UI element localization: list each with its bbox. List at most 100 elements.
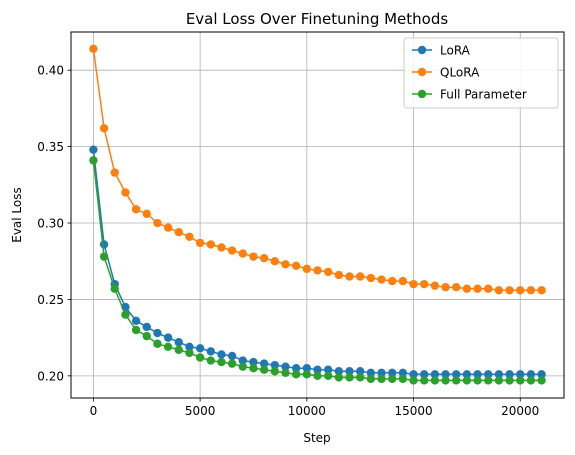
data-point-lora [516,370,525,379]
data-point-qlora [142,209,151,219]
data-point-full-parameter [537,376,546,385]
data-point-lora [494,370,504,379]
legend-marker [417,67,427,77]
data-point-lora [537,370,546,379]
data-point-qlora [420,279,429,289]
data-point-lora [345,367,354,376]
x-axis-label: Step [303,431,330,445]
data-point-full-parameter [206,356,215,365]
data-point-qlora [516,286,525,295]
data-point-full-parameter [366,374,376,384]
data-point-qlora [366,273,376,283]
data-point-qlora [441,283,450,292]
data-point-full-parameter [473,376,482,385]
data-point-full-parameter [420,376,429,385]
data-point-full-parameter [110,284,119,293]
data-point-lora [462,370,472,379]
data-point-full-parameter [259,365,269,374]
x-tick-label: 10000 [288,404,326,418]
series-layer [89,44,546,385]
data-point-full-parameter [163,342,173,352]
data-point-lora [377,368,386,377]
data-point-lora [420,370,429,379]
data-point-qlora [430,281,440,290]
data-point-qlora [462,284,472,293]
data-point-lora [131,316,141,326]
data-point-full-parameter [387,374,397,384]
data-point-qlora [313,266,322,275]
data-point-lora [302,364,312,373]
data-point-lora [174,338,183,347]
data-point-full-parameter [195,353,205,362]
y-tick-label: 0.20 [37,369,64,383]
legend-entry-lora: LoRA [412,44,471,58]
x-tick-label: 5000 [185,404,216,418]
data-point-qlora [153,218,162,228]
data-point-qlora [110,168,119,177]
legend-entry-qlora: QLoRA [412,66,480,80]
data-point-qlora [131,205,141,214]
legend-box [403,37,559,109]
data-point-qlora [185,232,194,241]
data-point-full-parameter [227,359,237,368]
data-point-lora [163,333,173,342]
data-point-lora [249,357,258,367]
data-point-lora [366,368,376,377]
data-point-full-parameter [398,374,408,384]
data-point-lora [409,370,418,379]
chart-title: Eval Loss Over Finetuning Methods [186,10,449,28]
legend-label: QLoRA [440,66,480,80]
data-point-qlora [494,286,504,295]
legend-entry-full-parameter: Full Parameter [412,88,527,102]
data-point-lora [217,350,226,359]
data-point-lora [185,342,194,352]
x-tick-label: 20000 [501,404,539,418]
legend-label: Full Parameter [440,88,527,102]
data-point-lora [281,362,290,371]
data-point-qlora [537,286,546,295]
data-point-qlora [238,249,248,258]
data-point-full-parameter [142,331,151,341]
data-point-qlora [355,272,365,281]
y-tick-label: 0.40 [37,64,64,78]
data-point-lora [206,347,215,356]
data-point-full-parameter [291,370,301,379]
data-point-full-parameter [153,339,162,348]
legend: LoRA QLoRA Full Parameter [403,37,559,109]
y-axis-label: Eval Loss [10,187,24,243]
plot-frame [70,31,565,399]
data-point-full-parameter [505,376,514,385]
data-point-qlora [345,272,354,281]
data-point-lora [259,359,269,368]
y-tick-label: 0.35 [37,140,64,154]
data-point-lora [99,240,109,249]
data-point-qlora [409,279,418,289]
data-point-qlora [302,264,312,274]
data-point-qlora [281,260,290,269]
data-point-qlora [484,284,493,293]
data-point-full-parameter [217,357,226,367]
data-point-full-parameter [452,376,461,385]
data-point-lora [441,370,450,379]
data-point-full-parameter [462,376,472,385]
data-point-lora [430,370,440,379]
data-point-qlora [217,243,226,252]
data-point-lora [227,351,237,361]
data-point-lora [473,370,482,379]
legend-marker [417,45,427,55]
x-axis-ticks: 0 5000 10000 15000 20000 [90,398,539,418]
data-point-qlora [99,124,109,133]
data-point-lora [313,365,322,374]
data-point-full-parameter [249,364,258,373]
data-point-full-parameter [302,370,312,379]
data-point-lora [452,370,461,379]
data-point-full-parameter [345,373,354,382]
data-point-qlora [398,276,408,286]
data-point-full-parameter [174,345,183,355]
legend-marker [417,89,427,99]
data-point-lora [142,322,151,332]
series-qlora [89,44,546,295]
data-point-lora [238,356,248,365]
data-point-lora [153,328,162,338]
data-point-lora [89,145,98,154]
